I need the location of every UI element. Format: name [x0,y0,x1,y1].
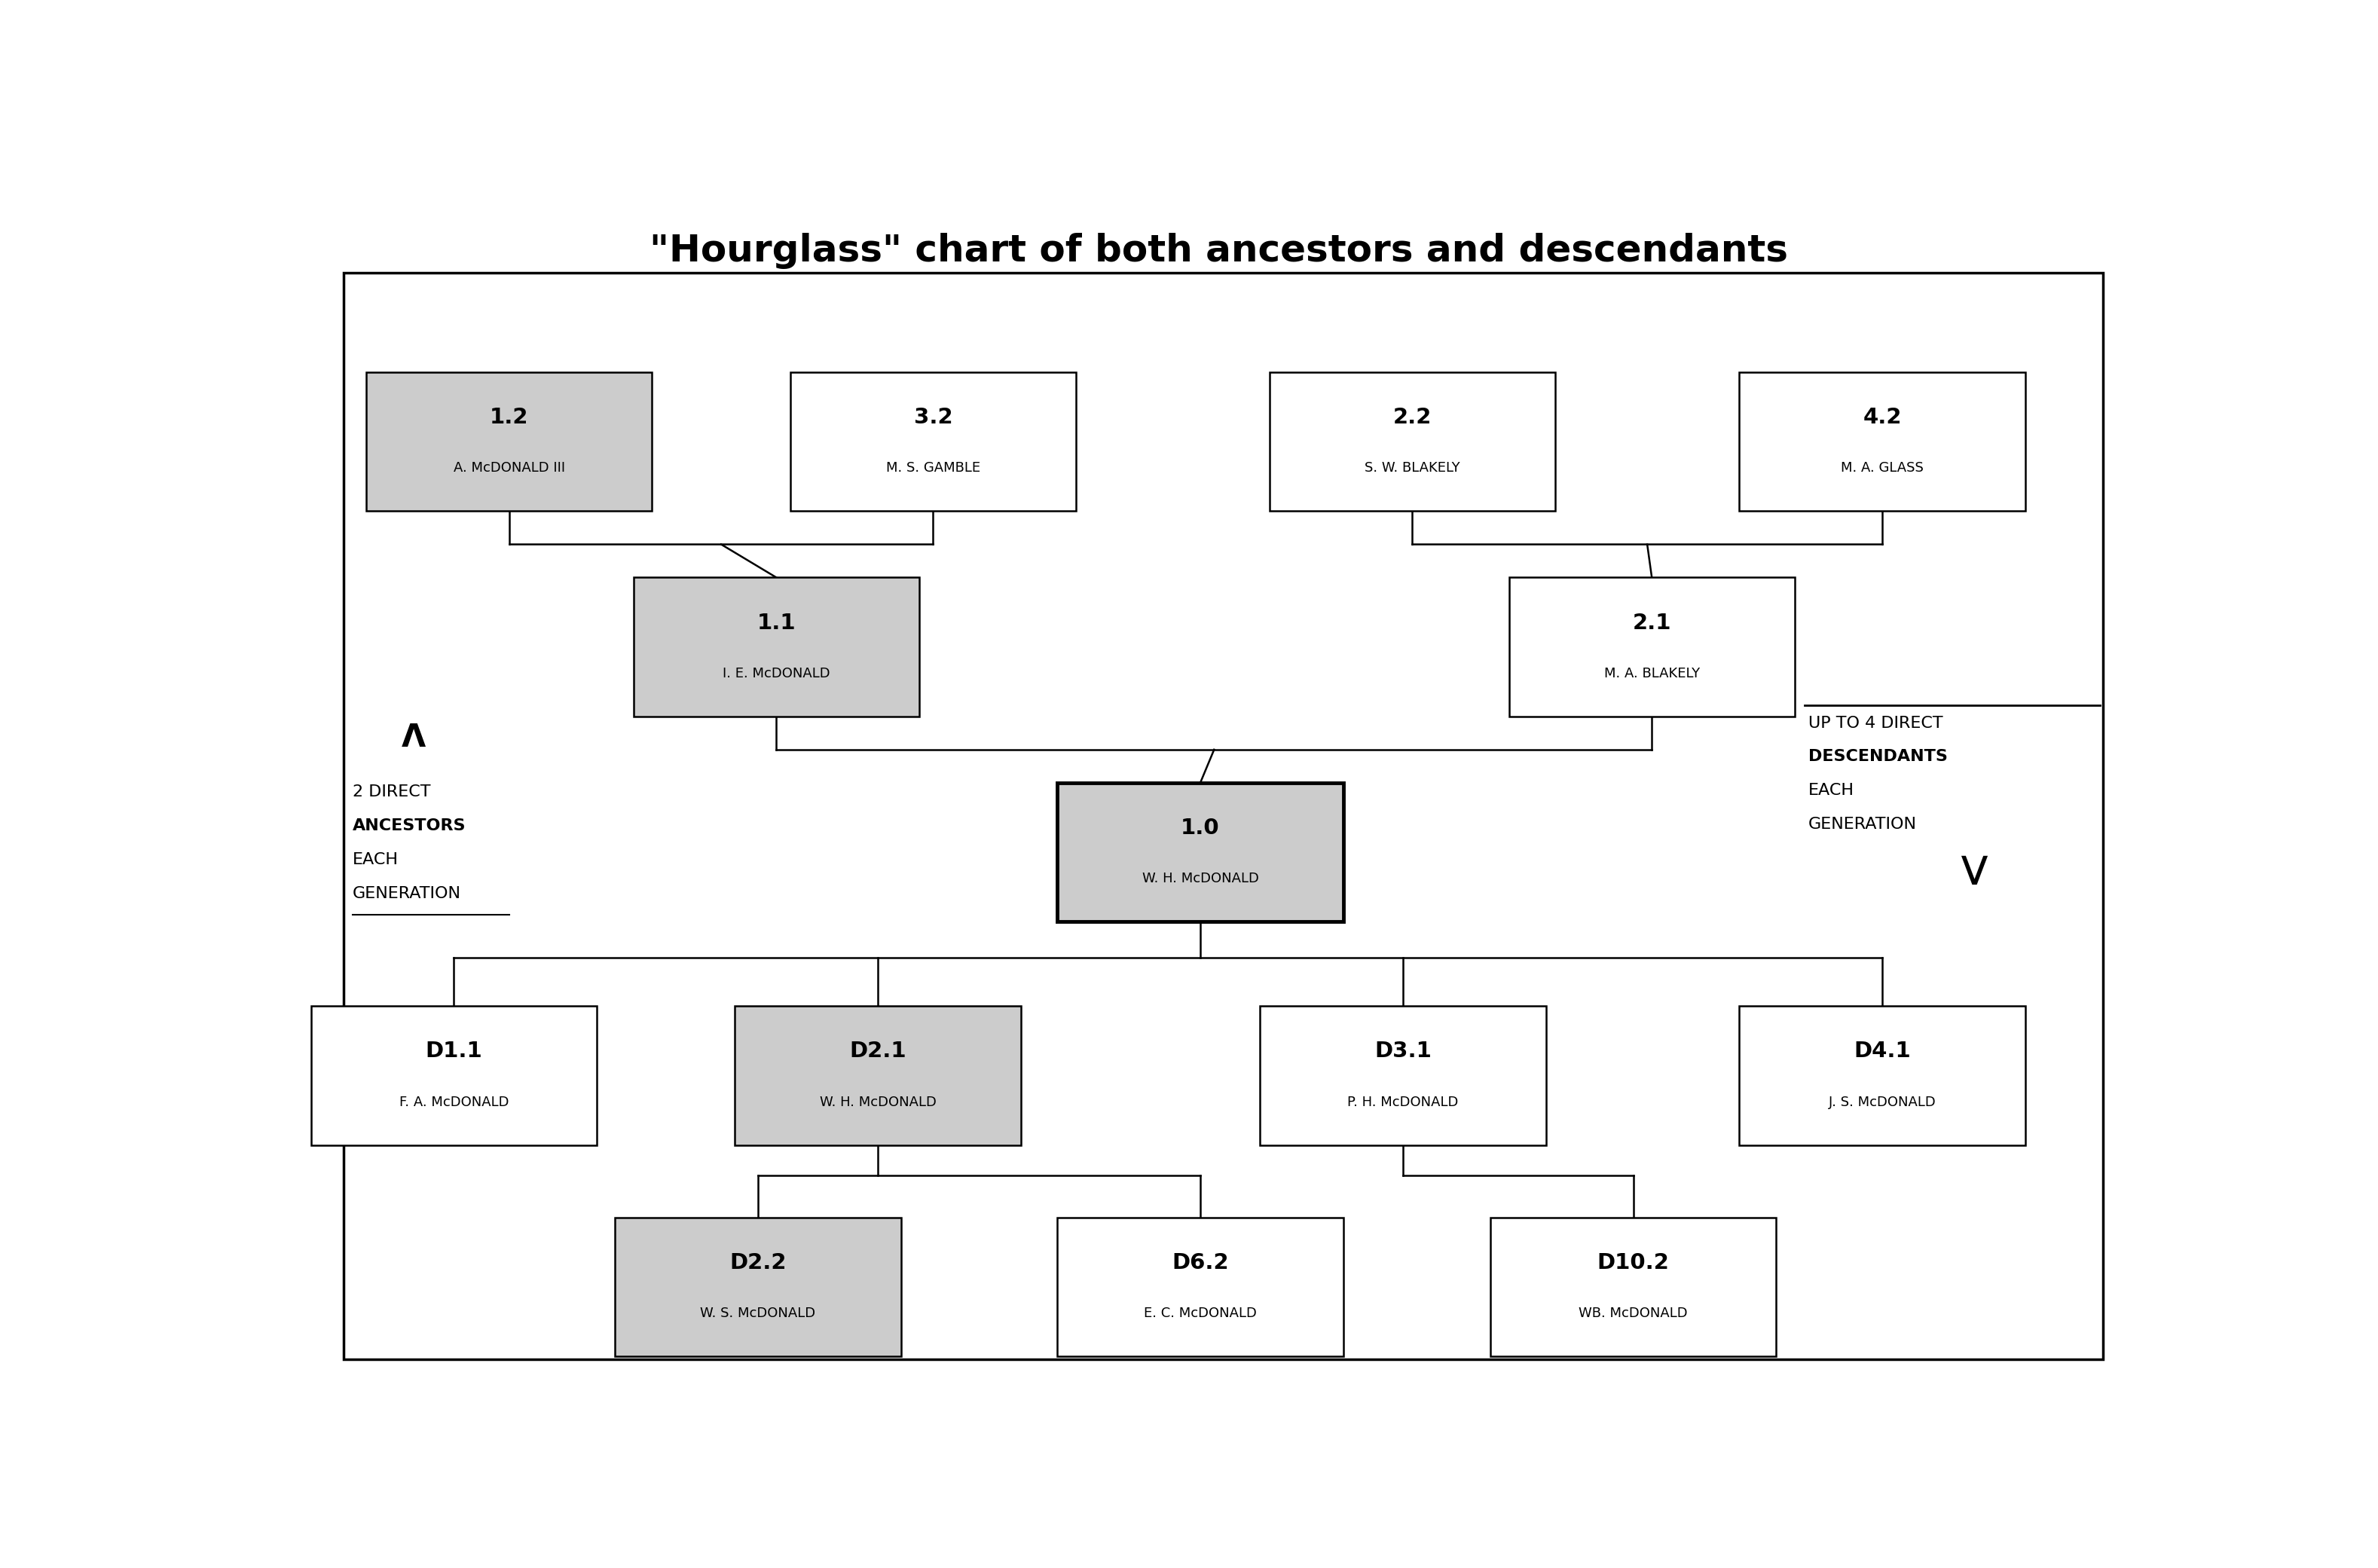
Text: 2 DIRECT: 2 DIRECT [352,784,430,800]
FancyBboxPatch shape [312,1007,597,1145]
Text: M. A. BLAKELY: M. A. BLAKELY [1603,666,1700,681]
Text: GENERATION: GENERATION [352,886,461,900]
FancyBboxPatch shape [1260,1007,1546,1145]
FancyBboxPatch shape [789,372,1075,511]
Text: 1.1: 1.1 [756,612,797,633]
Text: D2.1: D2.1 [849,1041,906,1062]
Text: E. C. McDONALD: E. C. McDONALD [1144,1306,1256,1320]
Text: P. H. McDONALD: P. H. McDONALD [1348,1096,1458,1109]
FancyBboxPatch shape [1738,1007,2026,1145]
Text: M. S. GAMBLE: M. S. GAMBLE [887,461,980,475]
Text: 2.1: 2.1 [1631,612,1672,633]
Text: W. S. McDONALD: W. S. McDONALD [699,1306,816,1320]
FancyBboxPatch shape [616,1217,901,1356]
Text: J. S. McDONALD: J. S. McDONALD [1829,1096,1936,1109]
FancyBboxPatch shape [1058,1217,1344,1356]
Text: 1.2: 1.2 [490,408,528,428]
FancyBboxPatch shape [1491,1217,1776,1356]
Text: W. H. McDONALD: W. H. McDONALD [1141,872,1258,886]
FancyBboxPatch shape [633,577,920,717]
FancyBboxPatch shape [1058,782,1344,922]
Text: EACH: EACH [1807,782,1855,798]
Text: D4.1: D4.1 [1852,1041,1912,1062]
FancyBboxPatch shape [1738,372,2026,511]
Text: ⋁: ⋁ [1962,853,1988,884]
Text: "Hourglass" chart of both ancestors and descendants: "Hourglass" chart of both ancestors and … [649,232,1788,270]
Text: 1.0: 1.0 [1182,817,1220,839]
Text: Λ: Λ [402,721,426,753]
Text: WB. McDONALD: WB. McDONALD [1579,1306,1688,1320]
Text: F. A. McDONALD: F. A. McDONALD [400,1096,509,1109]
Text: W. H. McDONALD: W. H. McDONALD [820,1096,937,1109]
FancyBboxPatch shape [735,1007,1020,1145]
Text: I. E. McDONALD: I. E. McDONALD [723,666,830,681]
Text: 4.2: 4.2 [1862,408,1902,428]
Text: 3.2: 3.2 [913,408,954,428]
Text: GENERATION: GENERATION [1807,817,1917,833]
Text: D6.2: D6.2 [1172,1253,1229,1273]
Text: D2.2: D2.2 [730,1253,787,1273]
Text: 2.2: 2.2 [1394,408,1432,428]
Text: DESCENDANTS: DESCENDANTS [1807,750,1948,764]
Text: M. A. GLASS: M. A. GLASS [1841,461,1924,475]
Text: A. McDONALD III: A. McDONALD III [454,461,566,475]
Text: ANCESTORS: ANCESTORS [352,818,466,833]
Text: UP TO 4 DIRECT: UP TO 4 DIRECT [1807,715,1943,731]
FancyBboxPatch shape [366,372,652,511]
FancyBboxPatch shape [1270,372,1555,511]
Text: D10.2: D10.2 [1598,1253,1669,1273]
FancyBboxPatch shape [342,273,2102,1359]
FancyBboxPatch shape [1510,577,1795,717]
Text: S. W. BLAKELY: S. W. BLAKELY [1365,461,1460,475]
Text: D3.1: D3.1 [1374,1041,1432,1062]
Text: D1.1: D1.1 [426,1041,483,1062]
Text: EACH: EACH [352,851,400,867]
